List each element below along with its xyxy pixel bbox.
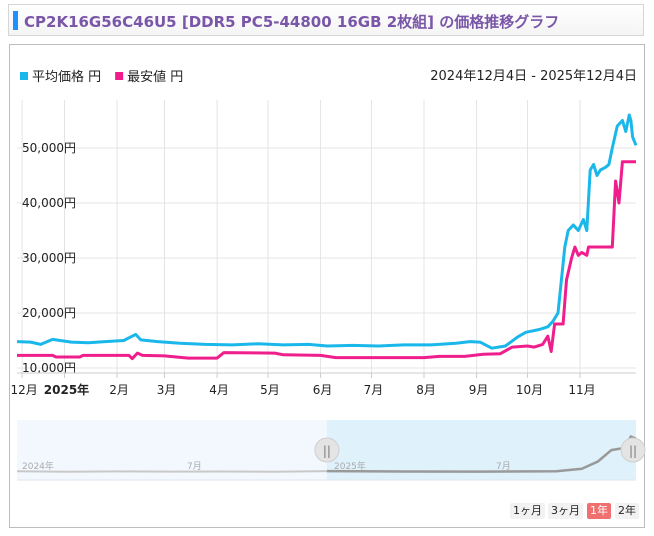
legend-label-2[interactable]: 最安値 円	[127, 69, 183, 85]
x-tick-label: 5月	[260, 383, 280, 397]
x-tick-label: 6月	[313, 383, 333, 397]
navigator-handle-right[interactable]	[620, 437, 646, 463]
chart-legend: 平均価格 円 最安値 円	[20, 69, 183, 85]
chart-series	[16, 113, 638, 361]
navigator-label: 7月	[496, 461, 511, 472]
x-tick-label: 8月	[416, 383, 436, 397]
lowest-price-line	[17, 160, 636, 361]
title-accent-bar	[13, 11, 18, 30]
range-button-1[interactable]: 1ヶ月	[510, 503, 545, 519]
x-tick-label: 3月	[157, 383, 177, 397]
x-tick-label: 10月	[516, 383, 543, 397]
x-tick-label: 7月	[364, 383, 384, 397]
y-tick-label: 50,000円	[22, 141, 76, 155]
legend-swatch-2	[115, 72, 124, 80]
y-tick-label: 40,000円	[22, 196, 76, 210]
average-price-line	[16, 113, 638, 350]
navigator-label: 2024年	[22, 460, 54, 472]
handle-grip-icon: ||	[323, 444, 331, 458]
legend-swatch-1	[20, 72, 28, 80]
title-bar: CP2K16G56C46U5 [DDR5 PC5-44800 16GB 2枚組]…	[8, 4, 644, 36]
date-range-label: 2024年12月4日 - 2025年12月4日	[430, 69, 637, 84]
page-title: CP2K16G56C46U5 [DDR5 PC5-44800 16GB 2枚組]…	[24, 13, 560, 31]
range-button-3[interactable]: 1年	[587, 503, 611, 519]
range-navigator[interactable]: 2024年 7月 2025年 7月 || ||	[16, 420, 646, 481]
x-tick-label: 12月	[10, 383, 37, 397]
range-button-2[interactable]: 3ヶ月	[548, 503, 583, 519]
legend-label-1[interactable]: 平均価格 円	[32, 69, 101, 85]
x-tick-label: 11月	[568, 383, 595, 397]
x-tick-label: 2月	[109, 383, 129, 397]
navigator-selected-range[interactable]	[326, 420, 636, 480]
x-axis: 12月 2025年 2月 3月 4月 5月 6月 7月 8月 9月 10月 11月	[10, 372, 636, 397]
navigator-line-unselected	[16, 470, 327, 473]
navigator-handle-left[interactable]	[314, 437, 340, 463]
x-tick-label: 2025年	[44, 382, 89, 397]
navigator-label: 7月	[187, 461, 202, 472]
range-button-4[interactable]: 2年	[615, 503, 639, 519]
x-tick-label: 4月	[209, 383, 229, 397]
y-axis: 10,000円 20,000円 30,000円 40,000円 50,000円	[22, 141, 76, 375]
chart-grid	[17, 100, 636, 373]
y-tick-label: 20,000円	[22, 306, 76, 320]
navigator-label: 2025年	[334, 460, 366, 472]
x-tick-label: 9月	[469, 383, 489, 397]
y-tick-label: 30,000円	[22, 251, 76, 265]
y-tick-label: 10,000円	[22, 361, 76, 375]
handle-grip-icon: ||	[629, 444, 637, 458]
